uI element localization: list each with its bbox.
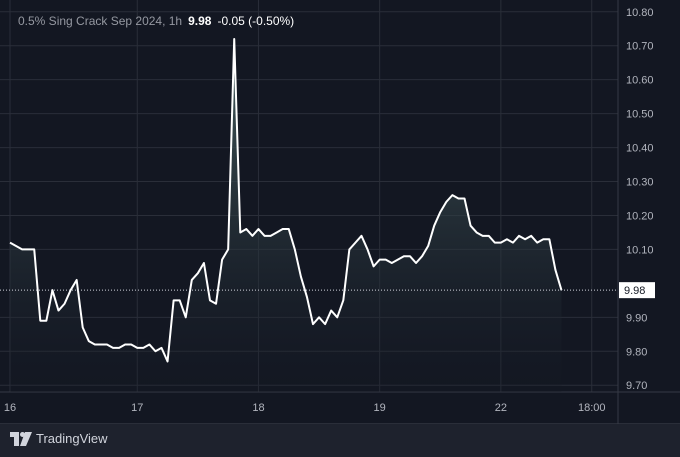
y-tick-label: 10.50 <box>626 109 654 121</box>
brand[interactable]: TradingView <box>10 431 108 446</box>
y-tick-label: 9.80 <box>626 346 647 358</box>
y-tick-label: 9.70 <box>626 380 647 392</box>
current-price-label: 9.98 <box>624 285 645 297</box>
price-change: -0.05 (-0.50%) <box>217 14 295 28</box>
chart-area[interactable]: 10.80 10.70 10.60 10.50 10.40 10.30 10.20 10.10… <box>0 0 680 424</box>
tradingview-logo-icon <box>10 431 32 446</box>
last-price: 9.98 <box>188 14 212 28</box>
symbol-name: 0.5% Sing Crack Sep 2024, 1h <box>18 14 183 28</box>
symbol-legend: 0.5% Sing Crack Sep 2024, 1h 9.98 -0.05 … <box>18 14 294 28</box>
y-tick-label: 10.60 <box>626 75 654 87</box>
x-tick-label: 17 <box>131 402 143 414</box>
y-tick-label: 10.80 <box>626 7 654 19</box>
y-tick-label: 9.90 <box>626 312 647 324</box>
series-line <box>9 37 563 363</box>
x-tick-label: 19 <box>374 402 386 414</box>
footer-bar: TradingView <box>0 424 680 457</box>
y-tick-label: 10.10 <box>626 244 654 256</box>
y-tick-label: 10.30 <box>626 177 654 189</box>
y-tick-label: 10.70 <box>626 41 654 53</box>
price-chart[interactable]: 10.80 10.70 10.60 10.50 10.40 10.30 10.20 10.10… <box>0 0 680 424</box>
x-tick-label: 18 <box>252 402 264 414</box>
y-tick-label: 10.40 <box>626 143 654 155</box>
current-price-badge <box>619 282 655 299</box>
x-tick-label: 22 <box>495 402 507 414</box>
x-tick-label: 16 <box>4 402 16 414</box>
y-tick-label: 10.20 <box>626 210 654 222</box>
series-area <box>10 38 562 392</box>
x-tick-label: 18:00 <box>578 402 606 414</box>
brand-name: TradingView <box>36 431 108 446</box>
